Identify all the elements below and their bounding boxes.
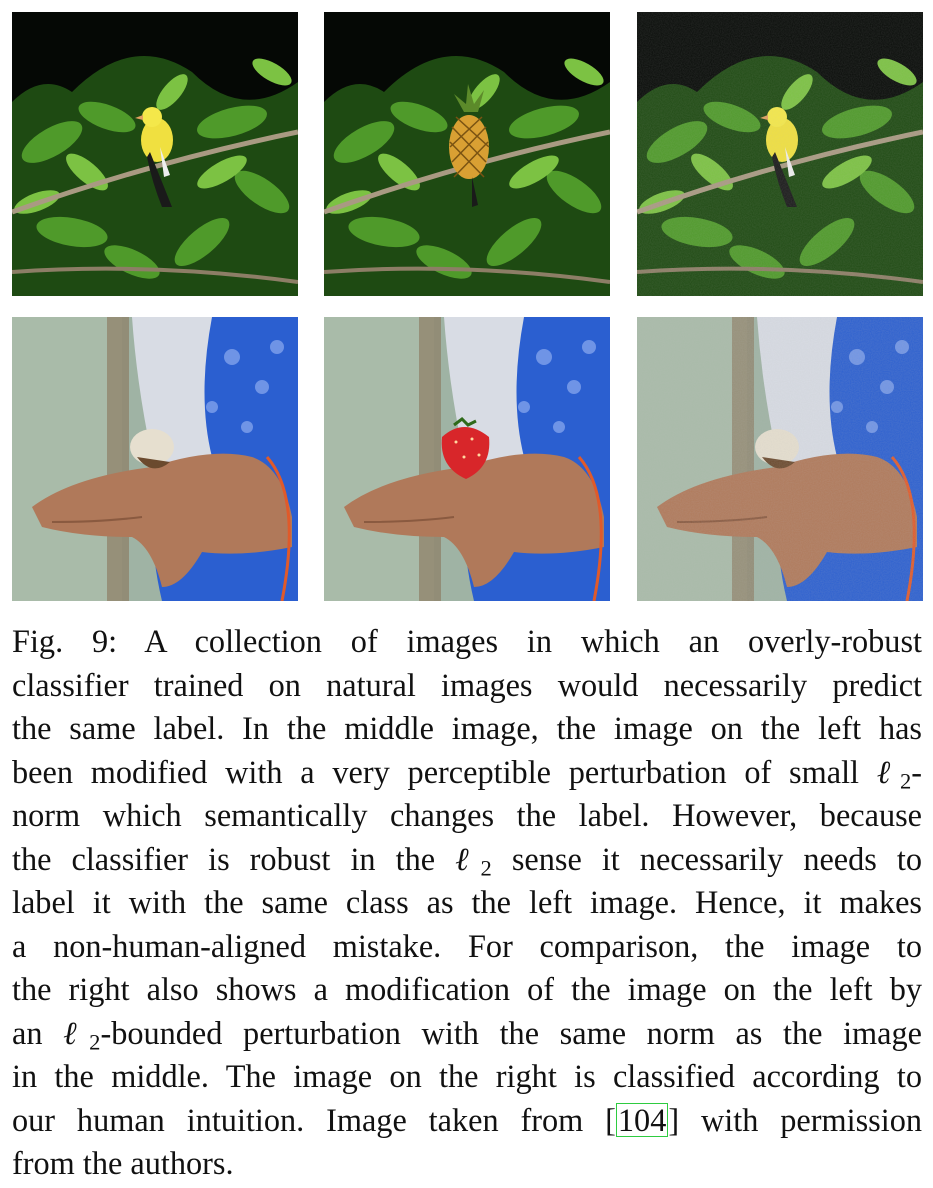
caption-line: the classifier is robust in the ℓ2 sense…	[12, 840, 923, 881]
citation-link[interactable]: 104	[615, 1101, 669, 1138]
caption-line: label it with the same class as the left…	[12, 884, 922, 920]
caption-line: an ℓ2-bounded perturbation with the same…	[12, 1014, 922, 1055]
image-hermit-crab-noise-perturbed	[637, 317, 923, 601]
caption-line: norm which semantically changes the labe…	[12, 797, 922, 833]
caption-line: Fig. 9: A collection of images in which …	[12, 623, 922, 659]
caption-line: our human intuition. Image taken from [1…	[12, 1101, 922, 1138]
image-bird-original	[12, 12, 298, 296]
caption-line: a non-human-aligned mistake. For compari…	[12, 927, 922, 964]
image-pineapple-perturbed	[324, 12, 610, 296]
caption-line: in the middle. The image on the right is…	[12, 1058, 922, 1094]
figure-grid	[12, 12, 923, 601]
caption-line: the same label. In the middle image, the…	[12, 710, 922, 746]
image-bird-noise-perturbed	[637, 12, 923, 296]
caption-line: the right also shows a modification of t…	[12, 971, 922, 1007]
caption-line: been modified with a very perceptible pe…	[12, 753, 923, 794]
image-strawberry-perturbed	[324, 317, 610, 601]
figure-caption: Fig. 9: A collection of images in which …	[12, 620, 922, 1186]
caption-line: from the authors.	[12, 1145, 234, 1181]
image-hermit-crab-original	[12, 317, 298, 601]
caption-line: classifier trained on natural images wou…	[12, 666, 922, 703]
